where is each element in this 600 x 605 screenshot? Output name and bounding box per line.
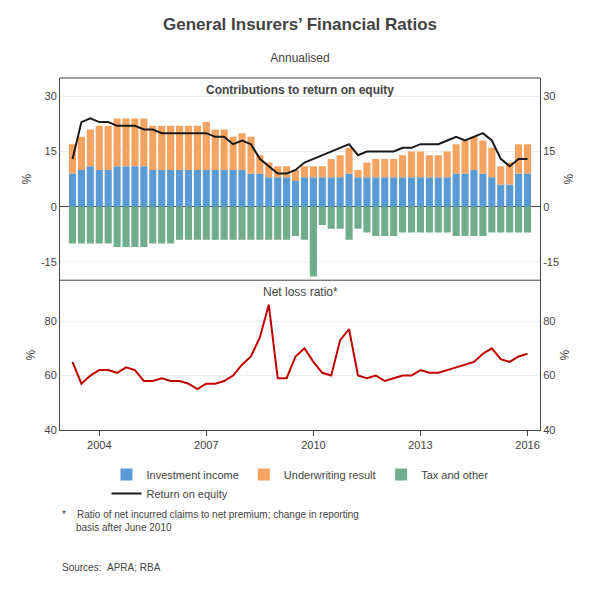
svg-text:Tax and other: Tax and other bbox=[421, 469, 488, 481]
svg-text:Sources: APRA; RBA: Sources: APRA; RBA bbox=[62, 562, 161, 573]
svg-text:2004: 2004 bbox=[87, 439, 111, 451]
svg-text:Return on equity: Return on equity bbox=[147, 488, 228, 500]
svg-text:Net loss ratio*: Net loss ratio* bbox=[263, 285, 338, 299]
svg-text:30: 30 bbox=[543, 90, 555, 102]
svg-text:0: 0 bbox=[51, 201, 57, 213]
svg-text:* Ratio of net incurred cla: * Ratio of net incurred claims to net pr… bbox=[62, 509, 359, 533]
svg-text:-15: -15 bbox=[543, 256, 559, 268]
svg-text:2016: 2016 bbox=[515, 439, 539, 451]
svg-text:0: 0 bbox=[543, 201, 549, 213]
svg-text:Investment income: Investment income bbox=[147, 469, 239, 481]
svg-text:40: 40 bbox=[45, 424, 57, 436]
svg-text:-15: -15 bbox=[41, 256, 57, 268]
svg-text:Underwriting result: Underwriting result bbox=[284, 469, 376, 481]
svg-text:15: 15 bbox=[45, 145, 57, 157]
svg-text:Annualised: Annualised bbox=[270, 51, 329, 65]
svg-text:%: % bbox=[562, 173, 576, 184]
svg-text:80: 80 bbox=[45, 315, 57, 327]
svg-text:40: 40 bbox=[543, 424, 555, 436]
svg-text:2013: 2013 bbox=[408, 439, 432, 451]
svg-text:%: % bbox=[558, 349, 572, 360]
svg-text:2007: 2007 bbox=[194, 439, 218, 451]
svg-text:60: 60 bbox=[543, 369, 555, 381]
svg-text:60: 60 bbox=[45, 369, 57, 381]
svg-text:30: 30 bbox=[45, 90, 57, 102]
svg-text:General Insurers’ Financial Ra: General Insurers’ Financial Ratios bbox=[163, 15, 437, 34]
svg-text:Contributions to return on equ: Contributions to return on equity bbox=[206, 83, 394, 97]
svg-text:%: % bbox=[20, 173, 34, 184]
svg-text:15: 15 bbox=[543, 145, 555, 157]
svg-text:%: % bbox=[24, 349, 38, 360]
svg-text:2010: 2010 bbox=[301, 439, 325, 451]
svg-text:80: 80 bbox=[543, 315, 555, 327]
